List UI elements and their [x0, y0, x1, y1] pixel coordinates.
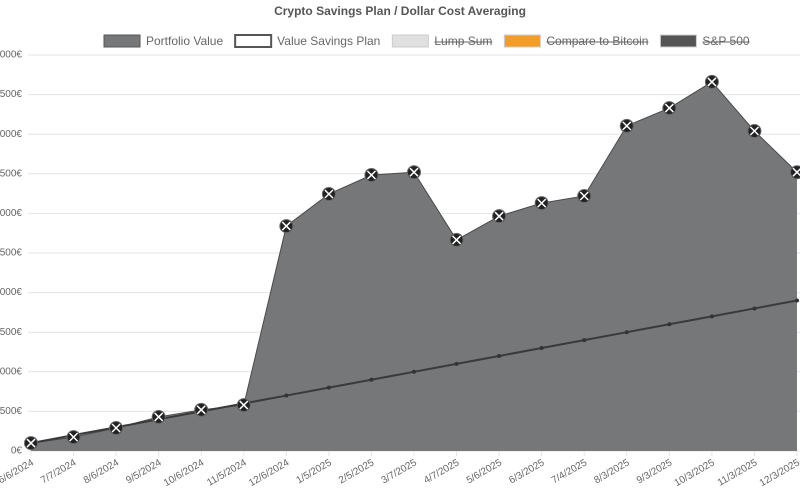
point-marker [236, 398, 251, 413]
y-tick-label: 5000€ [0, 50, 22, 61]
point-cross [579, 191, 589, 201]
point [752, 306, 757, 311]
point [497, 353, 502, 358]
x-tick-label: 9/5/2024 [124, 457, 164, 486]
y-tick-label: 4000€ [0, 129, 22, 140]
x-tick-label: 7/4/2025 [550, 457, 590, 486]
point-cross [239, 400, 249, 410]
legend-label: S&P 500 [702, 34, 749, 48]
y-tick-label: 1000€ [0, 366, 22, 377]
y-tick-label: 1500€ [0, 327, 22, 338]
point-cross [366, 170, 376, 180]
point-cross [154, 412, 164, 422]
point-marker [194, 402, 209, 417]
point-cross [196, 405, 206, 415]
legend-label: Compare to Bitcoin [546, 34, 648, 48]
point-marker [619, 118, 634, 133]
point [412, 369, 416, 374]
point-marker [66, 430, 81, 445]
point-marker [109, 421, 124, 436]
y-tick-label: 2000€ [0, 287, 22, 298]
point-cross [409, 167, 419, 177]
x-tick-label: 10/6/2024 [162, 457, 206, 489]
point-cross [69, 432, 79, 442]
legend-label: Portfolio Value [146, 34, 223, 48]
point-marker [747, 124, 762, 139]
x-tick-label: 11/3/2025 [716, 457, 760, 489]
point-cross [537, 198, 547, 208]
point-marker [151, 409, 166, 424]
point-cross [749, 126, 759, 136]
x-tick-label: 8/6/2024 [82, 457, 122, 486]
point [667, 322, 672, 327]
x-tick-label: 11/5/2024 [205, 457, 249, 489]
point-marker [492, 209, 507, 224]
legend-item[interactable]: S&P 500 [659, 34, 750, 48]
point-cross [494, 211, 504, 221]
point-cross [622, 121, 632, 131]
x-tick-label: 5/6/2025 [465, 457, 505, 486]
legend-item[interactable]: Value Savings Plan [234, 34, 380, 48]
point [539, 346, 544, 351]
point-marker [24, 436, 38, 451]
point-marker [407, 165, 421, 180]
point-marker [364, 167, 379, 182]
point [795, 298, 799, 303]
x-tick-label: 10/3/2025 [673, 457, 717, 489]
chart-title: Crypto Savings Plan / Dollar Cost Averag… [274, 4, 526, 18]
area [31, 81, 797, 451]
x-tick-label: 6/6/2024 [0, 457, 36, 486]
x-tick-label: 7/7/2024 [39, 457, 79, 486]
point-cross [324, 189, 334, 199]
y-tick-label: 3000€ [0, 208, 22, 219]
x-tick-label: 6/3/2025 [507, 457, 547, 486]
point-marker [790, 165, 800, 180]
x-tick-label: 3/7/2025 [380, 457, 420, 486]
point [284, 393, 289, 398]
point-marker [279, 219, 294, 234]
point-cross [452, 235, 462, 245]
y-tick-label: 3500€ [0, 168, 22, 179]
point-marker [704, 74, 719, 89]
point [454, 361, 459, 366]
point-marker [321, 186, 336, 201]
legend-label: Lump Sum [434, 34, 492, 48]
x-tick-label: 2/5/2025 [337, 457, 377, 486]
legend-item[interactable]: Compare to Bitcoin [503, 34, 649, 48]
x-tick-label: 9/3/2025 [635, 457, 675, 486]
point-cross [111, 423, 121, 433]
legend-swatch [503, 34, 541, 48]
point [369, 377, 374, 382]
x-tick-label: 12/6/2024 [247, 457, 291, 489]
legend-label: Value Savings Plan [277, 34, 380, 48]
point-cross [707, 77, 717, 87]
point-cross [281, 221, 291, 231]
point [326, 385, 331, 390]
legend-item[interactable]: Lump Sum [391, 34, 493, 48]
point-marker [662, 101, 677, 116]
y-tick-label: 2500€ [0, 248, 22, 259]
y-tick-label: 4500€ [0, 89, 22, 100]
x-tick-label: 1/5/2025 [294, 457, 334, 486]
legend-swatch [391, 34, 429, 48]
point [709, 314, 714, 319]
point-cross [664, 103, 674, 113]
legend-swatch [659, 34, 697, 48]
x-tick-label: 12/3/2025 [758, 457, 800, 489]
legend-swatch [103, 34, 141, 48]
legend-swatch [234, 34, 273, 48]
y-tick-label: 0€ [11, 446, 23, 457]
point-circle [790, 165, 800, 180]
point-marker [577, 188, 592, 203]
point [624, 330, 629, 335]
point [582, 338, 587, 343]
legend-item[interactable]: Portfolio Value [103, 34, 223, 48]
point-cross [26, 438, 36, 448]
x-tick-label: 8/3/2025 [592, 457, 632, 486]
y-tick-label: 500€ [0, 406, 22, 417]
point-marker [534, 196, 549, 211]
x-tick-label: 4/7/2025 [422, 457, 462, 486]
point-marker [449, 232, 464, 247]
